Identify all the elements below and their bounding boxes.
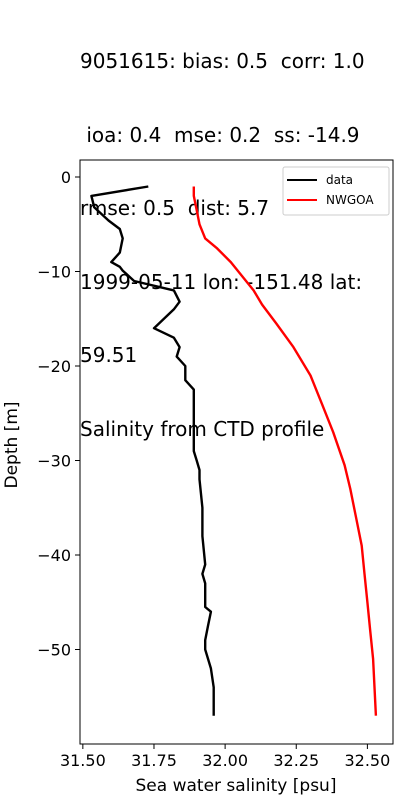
x-tick-label: 32.00 bbox=[202, 751, 248, 770]
legend-nwgoa-label: NWGOA bbox=[326, 193, 374, 207]
plot-area-frame bbox=[79, 159, 394, 745]
x-tick-label: 32.50 bbox=[344, 751, 390, 770]
y-ticks: 0 −10 −20 −30 −40 −50 bbox=[37, 168, 80, 660]
series-line-data bbox=[90, 185, 215, 716]
x-tick-label: 32.25 bbox=[273, 751, 319, 770]
x-tick-label: 31.75 bbox=[131, 751, 177, 770]
chart-title: Salinity from CTD profile bbox=[80, 416, 325, 441]
y-tick-label: −30 bbox=[37, 452, 71, 471]
y-tick-label: −40 bbox=[37, 546, 71, 565]
x-tick-label: 31.50 bbox=[60, 751, 106, 770]
x-axis-label: Sea water salinity [psu] bbox=[136, 776, 337, 796]
legend-data-label: data bbox=[326, 173, 353, 187]
x-ticks: 31.50 31.75 32.00 32.25 32.50 bbox=[60, 744, 390, 770]
title-line-1: 9051615: bias: 0.5 corr: 1.0 bbox=[80, 49, 365, 73]
series-line-nwgoa bbox=[192, 186, 378, 716]
series-layer bbox=[90, 185, 378, 716]
y-tick-label: −50 bbox=[37, 641, 71, 660]
y-tick-label: −20 bbox=[37, 357, 71, 376]
y-tick-label: −10 bbox=[37, 263, 71, 282]
title-line-2: ioa: 0.4 mse: 0.2 ss: -14.9 bbox=[80, 122, 360, 147]
y-tick-label: 0 bbox=[61, 168, 71, 187]
y-axis-label: Depth [m] bbox=[2, 401, 22, 488]
chart-title-block: 9051615: bias: 0.5 corr: 1.0 ioa: 0.4 ms… bbox=[80, 0, 398, 466]
title-line-5: 59.51 bbox=[80, 343, 138, 367]
legend: data NWGOA bbox=[282, 166, 390, 216]
